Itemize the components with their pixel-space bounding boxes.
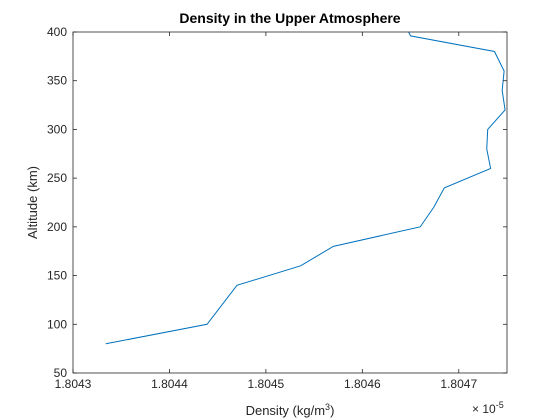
- y-tick-label: 350: [47, 74, 67, 88]
- x-tick-label: 1.8047: [440, 377, 477, 391]
- y-tick-label: 300: [47, 122, 67, 136]
- y-tick-label: 400: [47, 25, 67, 39]
- axes-box: [72, 31, 508, 374]
- line-layer: [105, 31, 506, 345]
- x-axis-label: Density (kg/m3): [246, 402, 335, 418]
- x-tick-label: 1.8046: [344, 377, 381, 391]
- y-tick-label: 200: [47, 220, 67, 234]
- density-series-line: [105, 31, 506, 345]
- y-ticks: 50 100 150 200 250 300 350 400: [47, 25, 507, 380]
- y-tick-label: 100: [47, 317, 67, 331]
- x-tick-label: 1.8045: [248, 377, 285, 391]
- x-tick-label: 1.8043: [55, 377, 92, 391]
- y-tick-label: 150: [47, 269, 67, 283]
- x-ticks: 1.8043 1.8044 1.8045 1.8046 1.8047: [55, 32, 477, 391]
- y-axis-label: Altitude (km): [25, 166, 40, 239]
- x-axis-exponent: × 10-5: [472, 400, 504, 416]
- x-tick-label: 1.8044: [151, 377, 188, 391]
- plot-area: [73, 32, 507, 373]
- y-tick-label: 250: [47, 171, 67, 185]
- y-tick-label: 50: [54, 366, 68, 380]
- chart-title: Density in the Upper Atmosphere: [179, 10, 400, 26]
